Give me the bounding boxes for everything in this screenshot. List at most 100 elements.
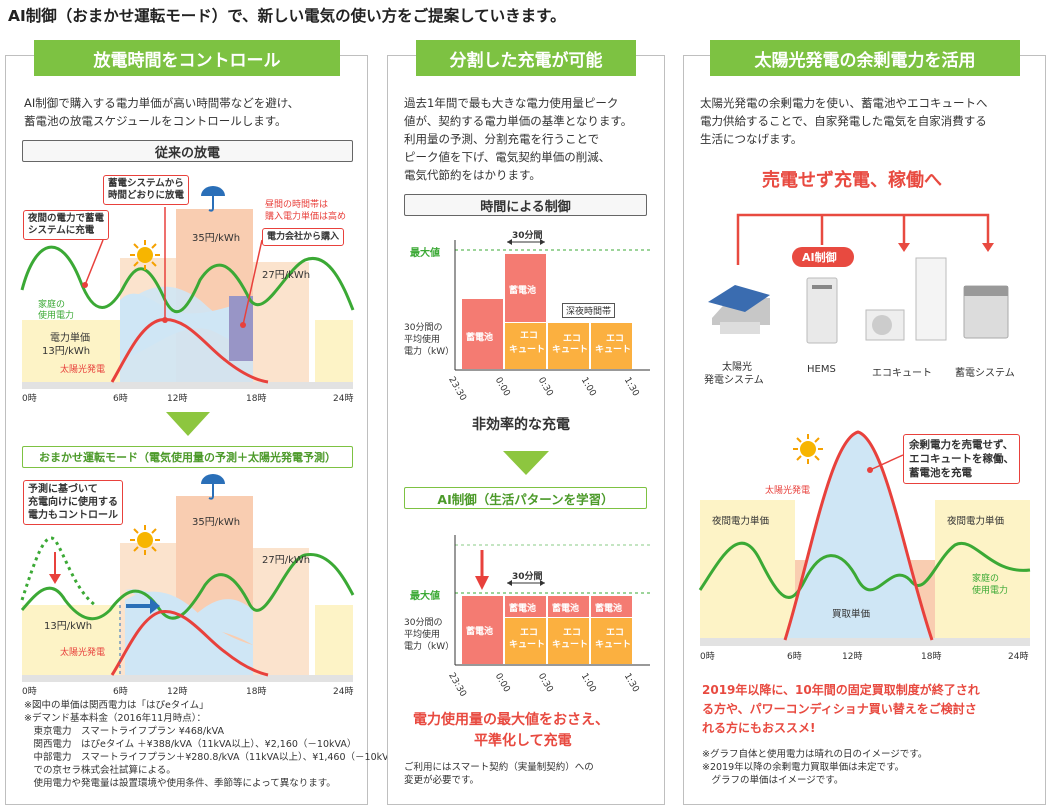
device-hems: HEMS xyxy=(807,364,836,375)
panel3-intro-3: 生活につなげます。 xyxy=(700,132,803,146)
ai-battery-d: 蓄電池 xyxy=(595,604,623,614)
device-solar-1: 太陽光 xyxy=(722,362,752,373)
storage-battery-icon xyxy=(963,285,1009,339)
ai-control-chart xyxy=(454,535,650,666)
sun-icon-3 xyxy=(793,434,823,464)
price-bg-left xyxy=(22,320,120,382)
tick2-0: 0時 xyxy=(22,687,37,697)
tick2-24: 24時 xyxy=(333,687,354,697)
eco-1a-l1: エコ xyxy=(520,331,539,341)
panel1-intro-1: AI制御で購入する電力単価が高い時間帯などを避け、 xyxy=(24,96,300,110)
panel-surplus-solar xyxy=(683,55,1046,805)
grid-purchase-area xyxy=(229,296,253,361)
panel1-heading: 放電時間をコントロール xyxy=(34,40,340,76)
p1-note-4: 関西電力 はぴeタイム ＋¥388/kVA（11kVA以上）、¥2,160（－1… xyxy=(24,739,357,750)
bar-battery-2 xyxy=(505,254,546,322)
solar-label-2: 太陽光発電 xyxy=(60,648,106,658)
device-ecocute: エコキュート xyxy=(872,368,932,379)
bar-battery-1 xyxy=(462,299,503,369)
panel2-sub2: AI制御（生活パターンを学習） xyxy=(404,487,647,509)
ylabel1-2: 平均使用 xyxy=(404,335,441,345)
panel1-intro-2: 蓄電池の放電スケジュールをコントロールします。 xyxy=(24,114,287,128)
buy-price-label: 買取単価 xyxy=(832,609,871,620)
ai-battery-c: 蓄電池 xyxy=(552,604,580,614)
callout-night-charge: 夜間の電力で蓄電 システムに充電 xyxy=(23,210,110,240)
p3-note-2: ※2019年以降の余剰電力買取単価は未定です。 xyxy=(702,762,905,773)
solar-generation-line-2 xyxy=(110,610,269,677)
caption-peak-2: 平準化して充電 xyxy=(474,733,572,749)
callout-predict-l1: 予測に基づいて xyxy=(28,484,98,495)
ai-bar-eco-4 xyxy=(591,618,632,664)
solar-generation-line xyxy=(110,318,269,384)
time-control-chart xyxy=(454,239,650,371)
page-title: AI制御（おまかせ運転モード）で、新しい電気の使い方をご提案していきます。 xyxy=(8,7,566,25)
night-label-left: 夜間電力単価 xyxy=(712,516,770,527)
max-label-1: 最大値 xyxy=(410,248,440,259)
panel2-intro-3: 利用量の予測、分割充電を行うことで xyxy=(404,132,600,146)
home-label-3b: 使用電力 xyxy=(972,586,1009,596)
callout1-dot xyxy=(82,282,88,288)
panel1-sub2: おまかせ運転モード（電気使用量の予測＋太陽光発電予測） xyxy=(22,446,353,468)
callout-scheduled-discharge-l2: 時間どおりに放電 xyxy=(108,190,185,201)
price-label-27: 27円/kWh xyxy=(262,270,311,281)
surplus-solar-chart xyxy=(698,430,1031,646)
ylabel2-2: 平均使用 xyxy=(404,630,441,640)
callout-surplus-l3: 蓄電池を充電 xyxy=(909,467,972,479)
flow-line xyxy=(736,213,990,265)
callout-scheduled-discharge: 蓄電システムから 時間どおりに放電 xyxy=(103,175,190,205)
home-label-2: 使用電力 xyxy=(38,311,75,321)
p3-note-1: ※グラフ自体と使用電力は晴れの日のイメージです。 xyxy=(702,749,928,760)
tick-24: 24時 xyxy=(333,394,354,404)
price-bar-27-right xyxy=(253,262,309,382)
ecocute-icon xyxy=(865,257,947,341)
device-battery: 蓄電システム xyxy=(955,368,1015,379)
ylabel1-1: 30分間の xyxy=(404,323,443,333)
p1-note-2: ※デマンド基本料金（2016年11月時点）： xyxy=(24,713,206,724)
device-solar-2: 発電システム xyxy=(704,375,764,386)
ai-control-pill xyxy=(792,247,854,267)
ai-eco-c2: キュート xyxy=(552,640,589,650)
span-label-2: 30分間 xyxy=(512,572,543,582)
solar-label-1: 太陽光発電 xyxy=(60,365,106,375)
umbrella-icon-1 xyxy=(201,186,225,212)
deep-night-label: 深夜時間帯 xyxy=(562,303,616,318)
solar-generation-line-3 xyxy=(783,430,934,641)
conventional-discharge-chart xyxy=(20,186,355,389)
p2-note-1: ご利用にはスマート契約（実量制契約）への xyxy=(404,762,594,773)
bar-eco-3 xyxy=(548,323,589,369)
daytime-note-1: 昼間の時間帯は xyxy=(265,200,329,210)
panel2-intro-2: 値が、契約する電力単価の基準となります。 xyxy=(404,114,633,128)
callout-predict-l2: 充電向けに使用する xyxy=(28,497,118,508)
ai-eco-c1: エコ xyxy=(563,628,582,638)
charge-fill-2 xyxy=(125,589,253,645)
p3-tick-18: 18時 xyxy=(921,652,942,662)
callout1-leader xyxy=(84,239,104,286)
unit-label-2: 13円/kWh xyxy=(42,346,91,357)
ai-bar-battery-2 xyxy=(505,596,546,617)
down-arrow-2 xyxy=(503,451,549,475)
price-label-13-2: 13円/kWh xyxy=(44,621,93,632)
p1-note-1: ※図中の単価は関西電力は「はぴeタイム」 xyxy=(24,700,209,711)
eco-1a: エコ xyxy=(520,331,538,342)
tick2-18: 18時 xyxy=(246,687,267,697)
panel1-sub1: 従来の放電 xyxy=(22,140,353,162)
callout-predict-l3: 電力もコントロール xyxy=(28,510,118,521)
price-label-27-2: 27円/kWh xyxy=(262,555,311,566)
night-label-right: 夜間電力単価 xyxy=(947,516,1005,527)
panel2-intro-1: 過去1年間で最も大きな電力使用量ピーク xyxy=(404,96,619,110)
home-label-3a: 家庭の xyxy=(972,574,1000,584)
predicted-consumption-line xyxy=(20,536,96,607)
tick-18: 18時 xyxy=(246,394,267,404)
umbrella-icon-2 xyxy=(201,474,225,500)
tick-6: 6時 xyxy=(113,394,128,404)
ai-bar-battery-4 xyxy=(591,596,632,617)
p1-note-7: 使用電力や発電量は設置環境や使用条件、季節等によって異なります。 xyxy=(24,778,336,789)
ylabel2-3: 電力（kW） xyxy=(404,642,455,652)
home-consumption-line-2 xyxy=(20,553,355,621)
buy-leader xyxy=(242,239,263,326)
price-bg-right xyxy=(315,320,353,382)
panel2-intro-4: ピーク値を下げ、電気契約単価の削減、 xyxy=(404,150,611,164)
ai-battery-b: 蓄電池 xyxy=(509,604,537,614)
bar-eco-4 xyxy=(591,323,632,369)
bar-eco-2 xyxy=(505,323,546,369)
